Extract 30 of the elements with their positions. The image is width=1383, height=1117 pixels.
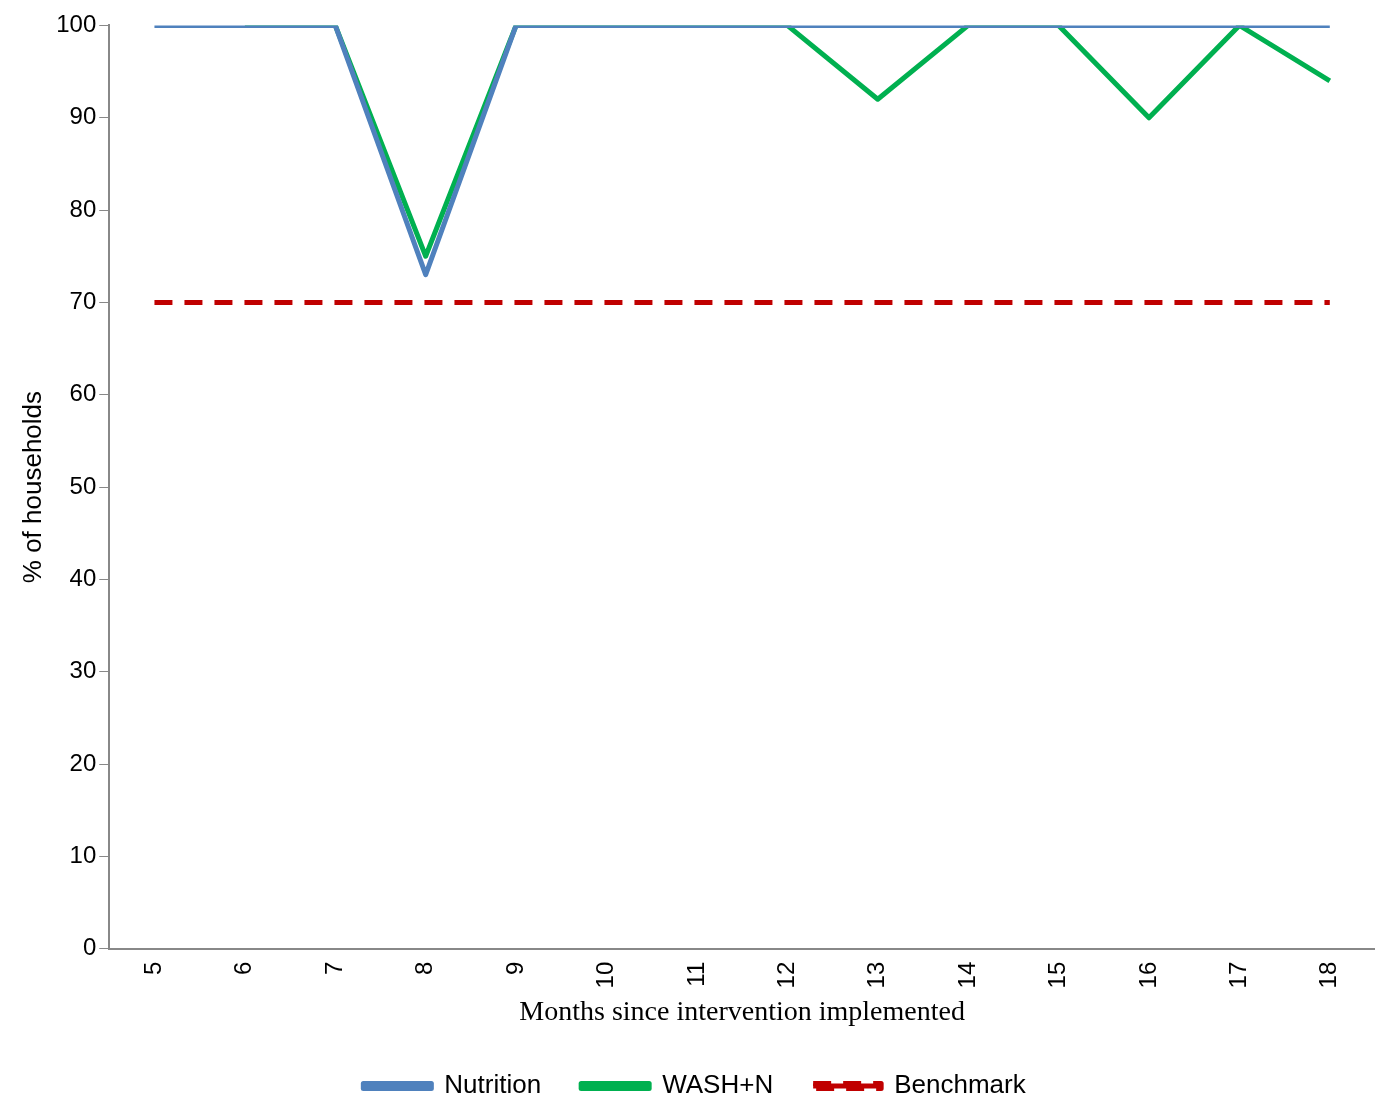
y-tick-label: 100: [56, 10, 97, 38]
legend-label: Nutrition: [444, 1069, 542, 1100]
x-tick-label: 7: [319, 961, 347, 976]
legend-label: Benchmark: [894, 1069, 1027, 1100]
x-tick-label: 8: [410, 961, 438, 976]
y-tick-label: 10: [69, 841, 97, 868]
y-axis-title: % of households: [16, 390, 47, 584]
x-tick-label: 5: [139, 961, 167, 976]
y-tick-label: 60: [69, 379, 97, 407]
x-tick-label: 17: [1224, 961, 1252, 989]
x-tick-label: 14: [952, 961, 980, 989]
x-tick-label: 18: [1314, 961, 1342, 989]
x-tick-label: 12: [771, 961, 799, 989]
y-tick-label: 70: [69, 287, 97, 315]
x-tick-label: 9: [500, 961, 528, 976]
y-tick-label: 30: [69, 656, 97, 684]
y-tick-label: 80: [69, 194, 97, 222]
x-tick-label: 6: [229, 961, 257, 976]
x-tick-label: 11: [681, 961, 709, 987]
y-tick-label: 50: [69, 471, 97, 499]
y-tick-label: 90: [69, 102, 97, 130]
x-tick-label: 16: [1133, 961, 1161, 989]
x-tick-label: 15: [1043, 961, 1071, 989]
x-axis-title: Months since intervention implemented: [519, 994, 965, 1026]
y-tick-label: 40: [69, 564, 97, 592]
y-tick-label: 20: [69, 748, 97, 776]
x-tick-label: 10: [591, 961, 619, 989]
x-tick-label: 13: [862, 961, 890, 989]
legend-label: WASH+N: [662, 1069, 774, 1100]
y-tick-label: 0: [82, 933, 97, 961]
